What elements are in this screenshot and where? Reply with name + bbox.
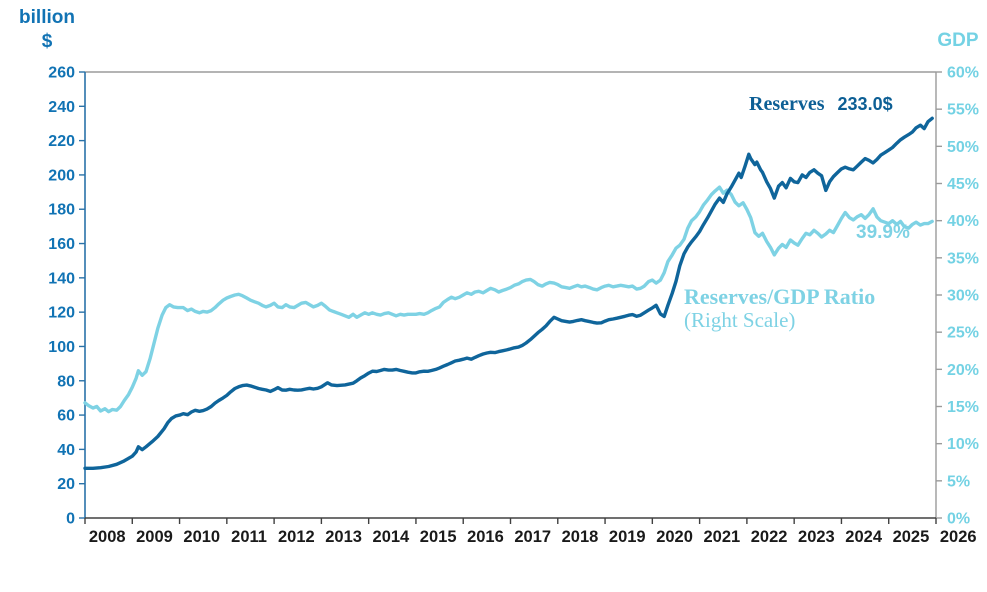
left-axis-tick-label: 40	[57, 442, 75, 459]
right-axis-tick-label: 30%	[947, 288, 979, 305]
left-axis-tick-label: 120	[48, 305, 75, 322]
right-axis-tick-label: 5%	[947, 473, 970, 490]
right-axis-tick-label: 15%	[947, 399, 979, 416]
right-axis-tick-label: 20%	[947, 362, 979, 379]
x-axis-year-label: 2025	[893, 528, 930, 546]
left-axis-tick-label: 100	[48, 339, 75, 356]
left-axis-title: billion $	[14, 6, 80, 54]
left-axis-tick-label: 0	[66, 511, 75, 528]
ratio-series-annotation: Reserves/GDP Ratio (Right Scale)	[684, 285, 875, 331]
x-axis-year-label: 2013	[325, 528, 362, 546]
right-axis-title: GDP	[937, 30, 979, 51]
right-axis-tick-label: 25%	[947, 325, 979, 342]
right-axis-tick-label: 50%	[947, 139, 979, 156]
x-axis-year-label: 2012	[278, 528, 315, 546]
ratio-latest-value: 39.9%	[856, 222, 910, 243]
left-axis-tick-label: 220	[48, 133, 75, 150]
left-axis-tick-label: 260	[48, 65, 75, 82]
x-axis-year-label: 2024	[845, 528, 883, 546]
ratio-series-name: Reserves/GDP Ratio	[684, 284, 876, 309]
x-axis-year-label: 2021	[703, 528, 740, 546]
x-axis-year-label: 2011	[231, 528, 267, 546]
right-axis-tick-label: 10%	[947, 436, 979, 453]
left-axis-tick-label: 240	[48, 99, 75, 116]
ratio-series-scale-note: (Right Scale)	[684, 307, 796, 332]
left-axis-tick-label: 60	[57, 408, 75, 425]
right-axis-tick-label: 35%	[947, 250, 979, 267]
x-axis-year-label: 2019	[609, 528, 646, 546]
x-axis-year-label: 2016	[467, 528, 504, 546]
x-axis-year-label: 2023	[798, 528, 835, 546]
reserves-series-name: Reserves	[749, 93, 825, 115]
x-axis-year-label: 2015	[420, 528, 457, 546]
left-axis-tick-label: 180	[48, 202, 75, 219]
reserves-series-annotation: Reserves 233.0$	[749, 93, 893, 116]
x-axis-year-label: 2008	[89, 528, 126, 546]
x-axis-year-label: 2017	[514, 528, 551, 546]
right-axis-tick-label: 40%	[947, 213, 979, 230]
x-axis-year-label: 2009	[136, 528, 173, 546]
right-axis-tick-label: 60%	[947, 65, 979, 82]
x-axis-year-label: 2022	[751, 528, 788, 546]
left-axis-tick-label: 200	[48, 167, 75, 184]
ratio-line	[83, 185, 934, 414]
right-axis-tick-label: 55%	[947, 102, 979, 119]
x-axis-year-label: 2018	[562, 528, 599, 546]
left-axis-tick-label: 160	[48, 236, 75, 253]
reserves-latest-value: 233.0$	[837, 94, 893, 114]
x-axis-year-label: 2010	[183, 528, 220, 546]
right-axis-tick-label: 0%	[947, 511, 970, 528]
x-axis-year-label: 2020	[656, 528, 693, 546]
x-axis-year-label: 2026	[940, 528, 977, 546]
reserves-line	[83, 116, 934, 470]
left-axis-tick-label: 80	[57, 373, 75, 390]
left-axis-tick-label: 140	[48, 270, 75, 287]
x-axis-year-label: 2014	[373, 528, 411, 546]
left-axis-title-line1: billion	[19, 7, 75, 28]
left-axis-tick-label: 20	[57, 476, 75, 493]
left-axis-title-line2: $	[41, 30, 53, 52]
right-axis-tick-label: 45%	[947, 176, 979, 193]
